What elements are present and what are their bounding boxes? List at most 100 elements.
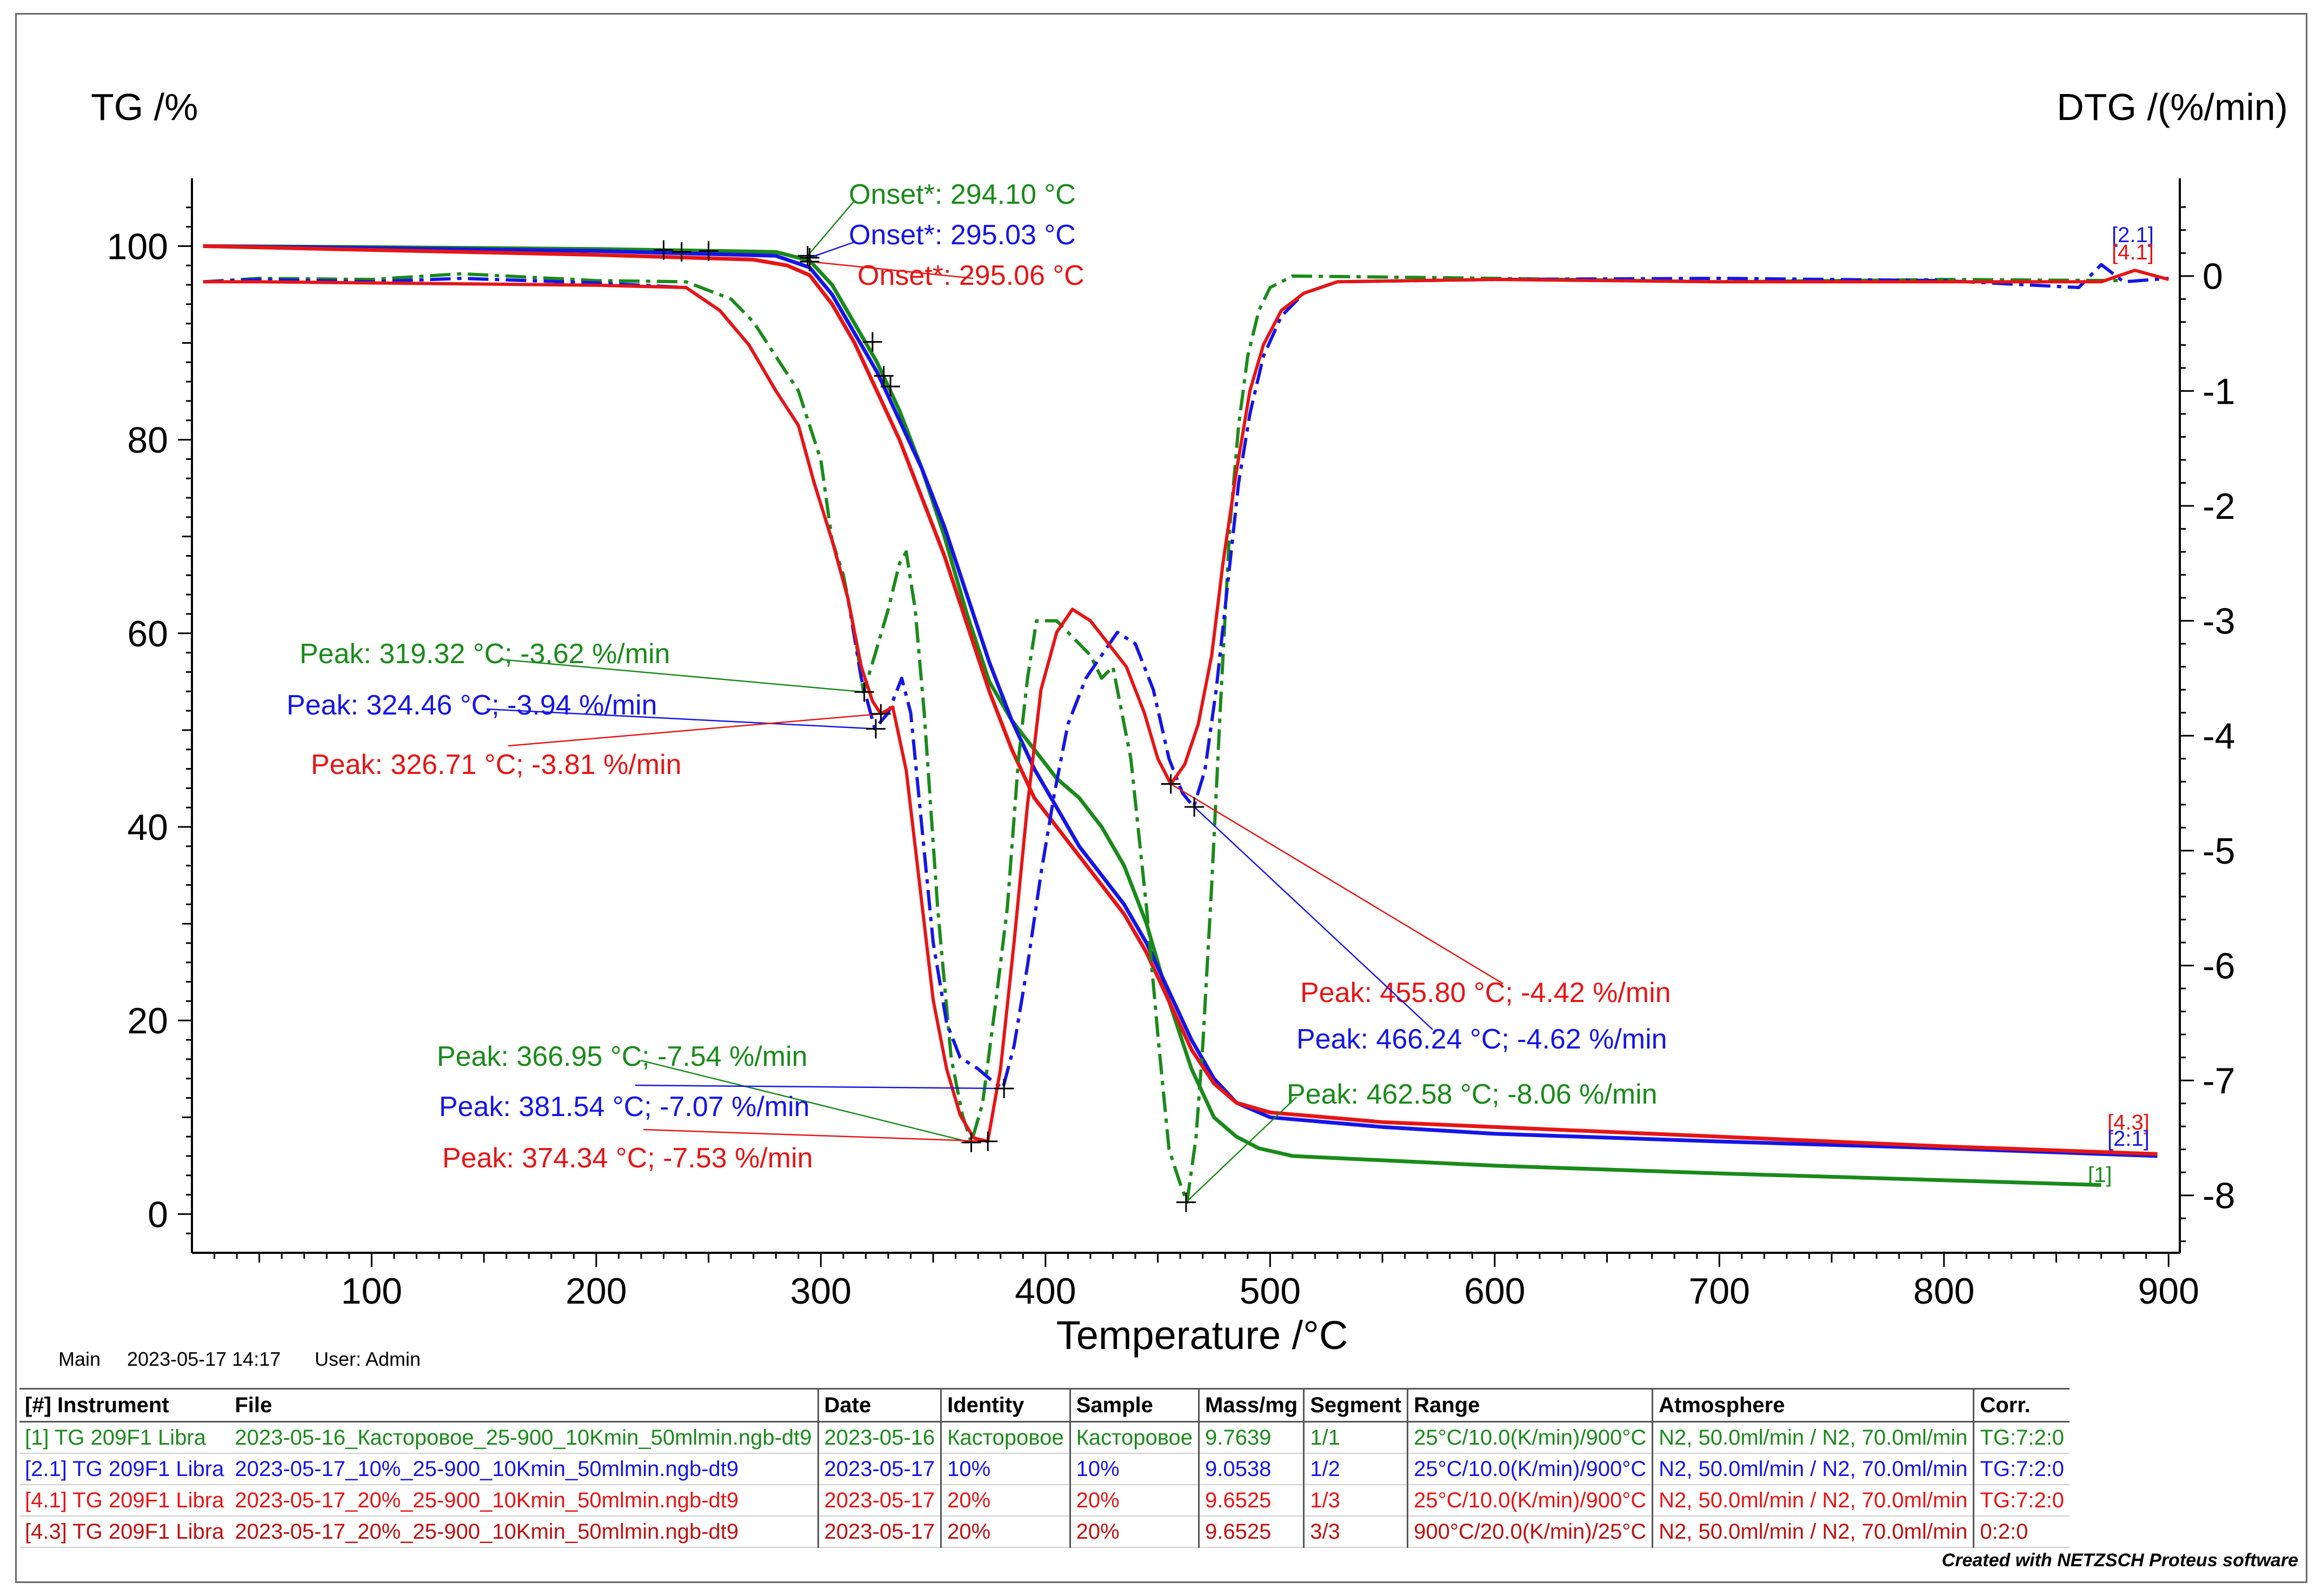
table-row: [1] TG 209F1 Libra 2023-05-16_Касторовое_…: [19, 1421, 2070, 1454]
table-cell: [2.1] TG 209F1 Libra: [19, 1453, 230, 1485]
x-tick-label: 900: [2138, 1271, 2199, 1312]
annotation-marker: [800, 252, 820, 272]
annotation-leader: [1170, 783, 1503, 985]
annotation-label: Onset*: 295.03 °C: [849, 219, 1076, 251]
table-cell: 25°C/10.0(K/min)/900°C: [1407, 1453, 1653, 1485]
table-row: [4.1] TG 209F1 Libra 2023-05-17_20%_25-90…: [19, 1485, 2070, 1517]
y-right-tick-label: -8: [2203, 1176, 2235, 1217]
table-row: [4.3] TG 209F1 Libra 2023-05-17_20%_25-90…: [19, 1516, 2070, 1548]
y-left-tick-label: 40: [127, 807, 168, 848]
y-left-tick-label: 60: [127, 613, 168, 655]
y-right-axis-title: DTG /(%/min): [2057, 86, 2288, 128]
tg-curve-s2: [203, 244, 2158, 1158]
annotation-leader: [640, 1059, 972, 1144]
annotation-leader: [486, 708, 876, 730]
table-header-cell: Sample: [1069, 1388, 1199, 1423]
annotation-label: Peak: 326.71 °C; -3.81 %/min: [311, 749, 682, 780]
annotation-label: Onset*: 294.10 °C: [849, 179, 1076, 210]
table-cell: TG:7:2:0: [1973, 1421, 2070, 1454]
dtg-curve-d1: [203, 272, 2124, 1204]
table-cell: 9.6525: [1198, 1516, 1304, 1548]
y-left-tick-label: 20: [127, 1000, 168, 1041]
annotation-marker: [1161, 774, 1181, 794]
table-cell: N2, 50.0ml/min / N2, 70.0ml/min: [1652, 1421, 1974, 1454]
table-cell: 2023-05-17: [817, 1516, 941, 1548]
annotation-leader: [809, 241, 855, 259]
table-cell: [1] TG 209F1 Libra: [19, 1421, 230, 1454]
table-cell: Касторовое: [940, 1421, 1070, 1454]
annotation-marker: [866, 719, 886, 739]
table-cell: TG:7:2:0: [1973, 1453, 2070, 1485]
x-tick-label: 200: [565, 1271, 627, 1312]
curve-tag: [4.1]: [2112, 241, 2154, 264]
onset-marker: [654, 240, 674, 260]
annotation-label: Peak: 381.54 °C; -7.07 %/min: [439, 1091, 810, 1123]
meta-datetime: 2023-05-17 14:17: [127, 1348, 281, 1370]
annotation-leader: [500, 658, 864, 693]
table-header-cell: Date: [817, 1388, 941, 1423]
x-tick-label: 300: [790, 1271, 851, 1312]
x-tick-label: 700: [1689, 1271, 1750, 1312]
software-credit: Created with NETZSCH Proteus software: [1941, 1550, 2298, 1571]
annotation-leader: [1185, 1097, 1297, 1203]
curve-tag: [1]: [2088, 1163, 2112, 1187]
table-cell: 0:2:0: [1973, 1516, 2070, 1548]
table-row: [2.1] TG 209F1 Libra 2023-05-17_10%_25-90…: [19, 1453, 2070, 1485]
annotation-label: Peak: 462.58 °C; -8.06 %/min: [1287, 1079, 1658, 1110]
onset-marker: [874, 366, 894, 386]
annotation-leader: [643, 1128, 988, 1143]
table-cell: 20%: [940, 1516, 1070, 1548]
table-cell: Касторовое: [1069, 1421, 1199, 1454]
x-tick-label: 600: [1464, 1271, 1525, 1312]
y-right-tick-label: -5: [2203, 831, 2235, 872]
table-cell: 20%: [1069, 1485, 1199, 1517]
table-cell: 2023-05-17: [817, 1485, 941, 1517]
table-cell: 2023-05-16_Касторовое_25-900_10Kmin_50ml…: [229, 1421, 819, 1454]
annotation-marker: [961, 1132, 981, 1152]
curve-tag: [4.3]: [2107, 1111, 2150, 1134]
y-left-tick-label: 0: [148, 1194, 168, 1235]
annotation-label: Peak: 366.95 °C; -7.54 %/min: [437, 1041, 808, 1072]
dtg-curve-d4: [203, 269, 2169, 1143]
y-right-tick-label: -4: [2203, 716, 2235, 757]
x-tick-label: 400: [1015, 1271, 1076, 1312]
table-cell: 2023-05-17: [817, 1453, 941, 1485]
annotation-label: Peak: 455.80 °C; -4.42 %/min: [1300, 977, 1671, 1009]
table-cell: 1/3: [1303, 1485, 1408, 1517]
table-cell: [4.1] TG 209F1 Libra: [19, 1485, 230, 1517]
table-cell: 2023-05-17_20%_25-900_10Kmin_50mlmin.ngb…: [229, 1485, 819, 1517]
y-right-tick-label: -2: [2203, 486, 2235, 527]
table-header-cell: [#] Instrument: [19, 1388, 230, 1423]
table-cell: 20%: [1069, 1516, 1199, 1548]
table-header-cell: File: [229, 1388, 819, 1423]
annotation-leader: [635, 1084, 1004, 1090]
annotation-label: Peak: 324.46 °C; -3.94 %/min: [287, 690, 657, 721]
meta-main: Main: [58, 1348, 101, 1370]
table-header-cell: Segment: [1303, 1388, 1408, 1423]
dtg-curve-d2: [203, 263, 2169, 1090]
table-cell: 1/1: [1303, 1421, 1408, 1454]
annotation-leader: [1194, 806, 1433, 1030]
table-cell: N2, 50.0ml/min / N2, 70.0ml/min: [1652, 1485, 1974, 1517]
annotation-marker: [994, 1078, 1014, 1098]
tg-curve-s4: [203, 244, 2158, 1156]
x-axis-title: Temperature /°C: [1056, 1313, 1348, 1358]
y-left-axis-title: TG /%: [91, 86, 198, 128]
annotation-marker: [1176, 1192, 1196, 1212]
table-cell: N2, 50.0ml/min / N2, 70.0ml/min: [1652, 1516, 1974, 1548]
x-tick-label: 500: [1240, 1271, 1301, 1312]
measurement-table: [#] Instrument File Date Identity Sample Mass…: [19, 1388, 2306, 1548]
curve-tag: [2:1]: [2107, 1127, 2150, 1151]
annotation-leader: [807, 201, 855, 257]
onset-marker: [862, 332, 882, 352]
table-cell: 900°C/20.0(K/min)/25°C: [1407, 1516, 1653, 1548]
table-cell: 10%: [1069, 1453, 1199, 1485]
chart-frame: [15, 13, 2307, 1583]
table-cell: 9.0538: [1198, 1453, 1304, 1485]
annotation-marker: [978, 1131, 998, 1151]
table-cell: 25°C/10.0(K/min)/900°C: [1407, 1421, 1653, 1454]
y-right-tick-label: -6: [2203, 945, 2235, 986]
onset-marker: [881, 377, 901, 397]
annotation-label: Peak: 466.24 °C; -4.62 %/min: [1296, 1024, 1667, 1055]
